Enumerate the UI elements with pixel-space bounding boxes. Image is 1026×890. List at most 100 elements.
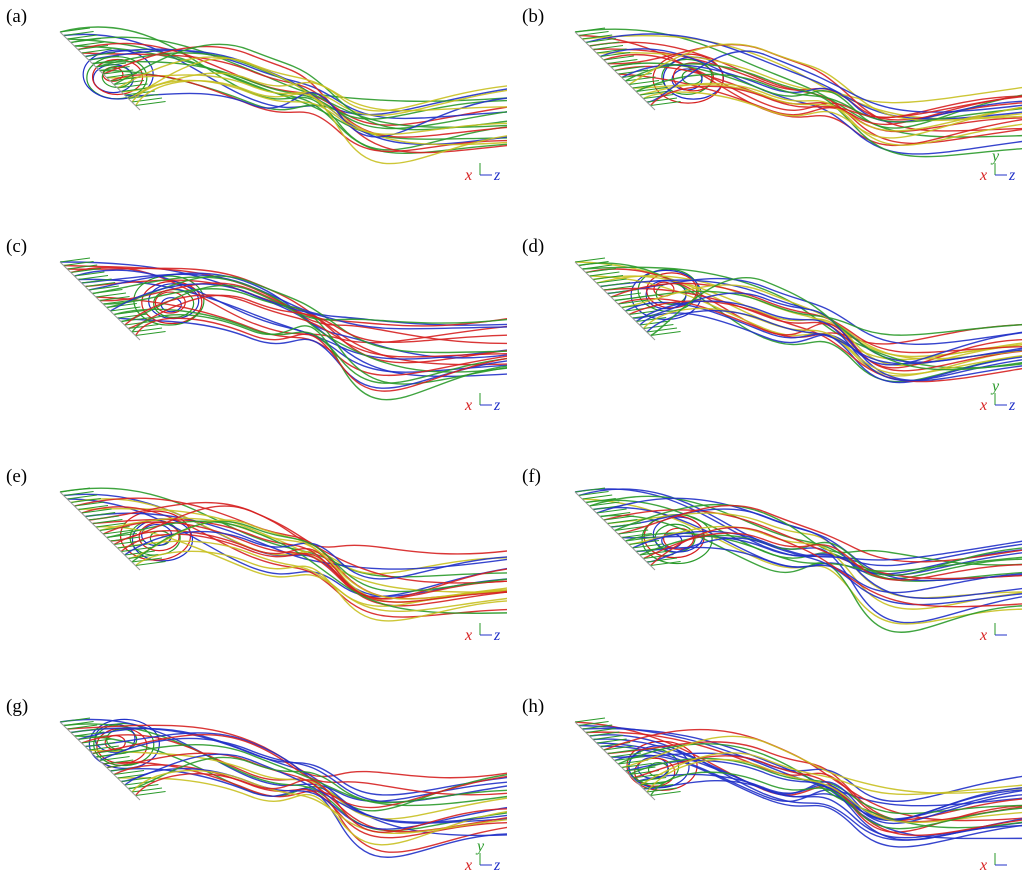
wing-line xyxy=(92,59,123,64)
streamline xyxy=(121,753,507,823)
axis-label: z xyxy=(493,397,501,414)
wing-line xyxy=(106,763,137,768)
streamline xyxy=(95,296,507,377)
wing-line xyxy=(574,487,606,493)
streamline xyxy=(95,526,507,607)
streamline xyxy=(117,540,507,613)
wing-line xyxy=(592,45,624,50)
axis-label: x xyxy=(464,167,472,184)
streamline xyxy=(85,48,507,120)
panel-label: (d) xyxy=(522,236,544,257)
streamline xyxy=(128,756,507,804)
vortex xyxy=(88,718,160,769)
streamline xyxy=(88,272,507,359)
wing-line xyxy=(614,296,645,301)
wing-line xyxy=(95,62,127,68)
axis-label: y xyxy=(990,378,1000,395)
panel: (b) yx z xyxy=(522,6,1022,184)
wing-line xyxy=(92,519,123,524)
streamline xyxy=(632,292,1022,382)
streamline xyxy=(599,48,1022,155)
streamline xyxy=(92,518,507,607)
streamline xyxy=(596,742,1022,839)
panel-label: (h) xyxy=(522,696,544,717)
streamline xyxy=(70,727,507,796)
vortex xyxy=(133,275,205,326)
axis-label: x xyxy=(979,397,987,414)
wing-line xyxy=(117,83,148,89)
wing-line xyxy=(99,526,130,531)
wing-line xyxy=(589,731,620,737)
wing-line xyxy=(95,522,127,528)
wing-edge xyxy=(59,491,141,571)
streamline xyxy=(617,297,1022,369)
wing-line xyxy=(614,756,645,761)
wing-line xyxy=(99,296,130,301)
wing-line xyxy=(636,317,667,322)
wing-line xyxy=(113,770,145,775)
wing-line xyxy=(88,55,119,61)
wing-line xyxy=(121,777,152,782)
wing-line xyxy=(63,491,94,496)
wing-line xyxy=(67,494,98,500)
wing-line xyxy=(636,547,667,552)
streamline xyxy=(131,520,507,593)
streamline xyxy=(610,62,1022,129)
wing-line xyxy=(643,94,674,99)
wing-line xyxy=(88,515,119,521)
streamline xyxy=(632,755,1022,836)
streamline xyxy=(92,276,507,373)
wing-edge xyxy=(59,31,141,111)
wing-line xyxy=(585,38,616,43)
wing-line xyxy=(596,48,627,54)
streamline xyxy=(128,519,507,600)
wing-line xyxy=(135,561,166,566)
axis-label: z xyxy=(493,167,501,184)
panel: (f) x xyxy=(522,466,1022,644)
panel-label: (c) xyxy=(6,236,27,257)
wing-line xyxy=(574,257,606,263)
streamline xyxy=(70,266,507,344)
streamline xyxy=(128,294,507,343)
wing-line xyxy=(131,327,163,333)
streamline xyxy=(625,532,1022,572)
wing-line xyxy=(70,498,101,503)
streamline xyxy=(650,526,1022,608)
panel: (c) x z xyxy=(6,236,507,414)
wing-line xyxy=(632,83,663,89)
wing-line xyxy=(618,529,649,535)
wing-edge xyxy=(59,261,141,341)
wing-line xyxy=(618,299,649,305)
streamlines xyxy=(574,27,1022,158)
wing-line xyxy=(650,791,681,796)
wing-line xyxy=(603,515,634,521)
panel: (a) x z xyxy=(6,6,507,184)
axis-label: x xyxy=(979,167,987,184)
streamline xyxy=(131,769,507,835)
axis-label: x xyxy=(464,397,472,414)
wing-line xyxy=(585,268,616,273)
wing-line xyxy=(63,31,94,36)
wing-line xyxy=(67,724,98,730)
streamline xyxy=(95,744,507,807)
streamline xyxy=(106,752,507,833)
wing-line xyxy=(628,80,660,85)
streamline xyxy=(639,752,1022,796)
streamline xyxy=(639,312,1022,366)
wing-line xyxy=(63,261,94,266)
wing-line xyxy=(574,717,606,723)
axis-label: z xyxy=(493,857,501,874)
wing-line xyxy=(646,97,678,103)
wing-line xyxy=(614,66,645,71)
streamlines xyxy=(59,717,507,858)
wing-line xyxy=(607,59,638,64)
wing-line xyxy=(582,264,613,270)
wing-line xyxy=(636,87,667,92)
streamline xyxy=(607,741,1022,823)
vortex xyxy=(646,272,698,309)
wing-line xyxy=(85,52,116,57)
streamline xyxy=(110,283,507,330)
wing-line xyxy=(603,55,634,61)
panel: (h) x xyxy=(522,696,1022,874)
